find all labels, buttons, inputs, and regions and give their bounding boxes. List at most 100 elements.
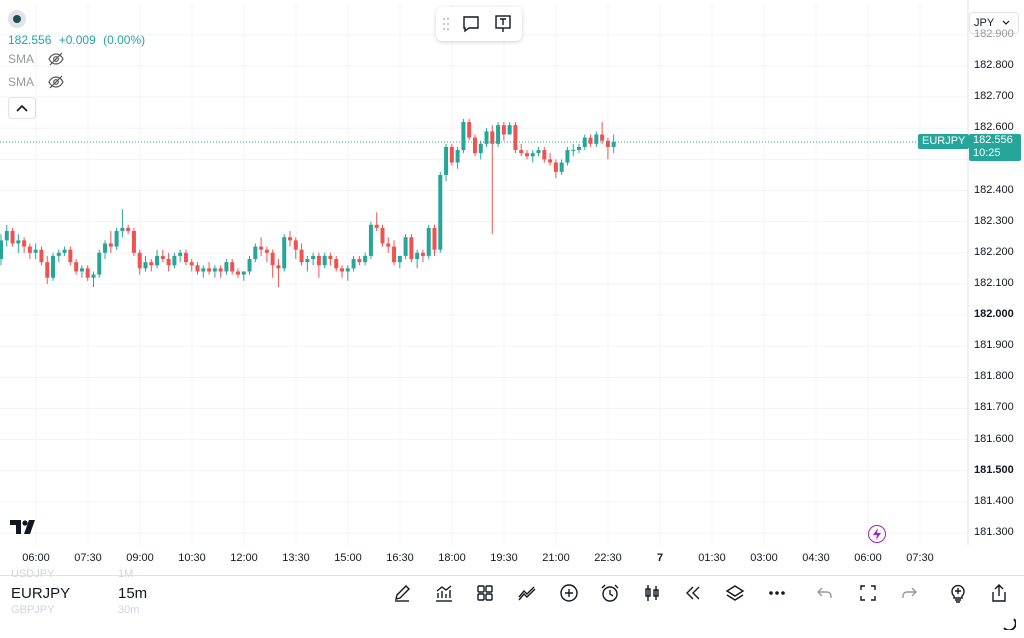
compare-button[interactable] [514, 580, 540, 606]
candle [172, 252, 177, 269]
time-axis-label: 7 [656, 552, 664, 564]
chart-type-button[interactable] [639, 580, 665, 606]
time-axis-label: 16:30 [386, 552, 414, 564]
candles-icon [645, 585, 659, 601]
last-price-symbol-tag: EURJPY [918, 134, 970, 149]
draw-button[interactable] [389, 580, 415, 606]
candle-body [444, 146, 449, 175]
object-tree-button[interactable] [722, 580, 748, 606]
currency-select[interactable]: JPY [969, 12, 1019, 34]
time-axis-label: 13:30 [282, 552, 310, 564]
symbol-selector[interactable]: EURJPY [11, 585, 71, 602]
candle [230, 259, 235, 275]
redo-button[interactable] [896, 580, 922, 606]
indicator-row-sma-1[interactable]: SMA [8, 52, 64, 66]
eye-off-icon[interactable] [48, 75, 64, 89]
candle-body [351, 259, 356, 269]
candle-body [126, 227, 131, 232]
plus-circle-icon [560, 584, 578, 602]
candle-body [91, 274, 96, 278]
candle-body [270, 252, 275, 266]
legend-change: +0.009 [58, 33, 96, 47]
candle-body [201, 268, 206, 272]
candle [166, 252, 171, 272]
candle-body [553, 162, 558, 172]
candle-body [536, 150, 541, 154]
price-axis-label: 182.400 [974, 183, 1014, 196]
candle [149, 259, 154, 272]
alert-button[interactable] [597, 580, 623, 606]
bar-countdown: 10:25 [973, 147, 1001, 159]
layouts-button[interactable] [472, 580, 498, 606]
candle [345, 265, 350, 281]
candle-body [542, 150, 547, 160]
candle [449, 143, 454, 166]
candle-body [605, 140, 610, 147]
more-button[interactable] [764, 580, 790, 606]
candle-body [426, 227, 431, 256]
text-note-button[interactable] [492, 13, 514, 35]
candle-body [160, 255, 165, 260]
symbol-next[interactable]: GBPJPY [11, 604, 55, 616]
candle [97, 249, 102, 278]
comment-button[interactable] [460, 13, 482, 35]
candle [120, 209, 125, 238]
add-button[interactable] [556, 580, 582, 606]
candle [507, 122, 512, 135]
eye-off-icon[interactable] [48, 52, 64, 66]
candle [334, 255, 339, 272]
time-axis-label: 09:00 [126, 552, 154, 564]
candle-body [432, 227, 437, 250]
tradingview-logo-icon[interactable] [10, 520, 40, 534]
candle [10, 227, 15, 247]
indicator-row-sma-2[interactable]: SMA [8, 75, 64, 89]
timeframe-selector[interactable]: 15m [118, 585, 148, 602]
price-axis-label: 182.100 [974, 276, 1014, 289]
candle [605, 137, 610, 160]
candlestick-chart[interactable] [0, 0, 1024, 575]
redo-icon [902, 587, 917, 598]
price-axis-label: 181.900 [974, 339, 1014, 352]
candle [62, 246, 67, 256]
candle-body [131, 231, 136, 253]
fullscreen-button[interactable] [855, 580, 881, 606]
candle-body [33, 249, 38, 253]
candle-body [39, 249, 44, 263]
undo-button[interactable] [812, 580, 838, 606]
candle-body [114, 231, 119, 247]
candle [39, 246, 44, 266]
timeframe-next[interactable]: 30m [118, 604, 140, 616]
candle [45, 255, 50, 284]
candle [392, 240, 397, 266]
candle [51, 252, 56, 281]
candle [33, 243, 38, 260]
candle [322, 252, 327, 269]
candle [201, 265, 206, 278]
share-button[interactable] [986, 580, 1012, 606]
candle [207, 262, 212, 275]
candle-body [56, 252, 61, 256]
drag-handle-icon[interactable] [442, 17, 450, 31]
time-axis-label: 01:30 [698, 552, 726, 564]
collapse-legend-button[interactable] [8, 97, 36, 119]
candle-body [519, 150, 524, 154]
timeframe-prev[interactable]: 1M [118, 568, 134, 580]
candle [513, 122, 518, 154]
candle-body [316, 255, 321, 266]
lightning-icon[interactable] [868, 525, 886, 543]
loading-spinner-icon [1003, 618, 1016, 630]
ideas-button[interactable] [945, 580, 971, 606]
candle-body [143, 262, 148, 269]
chart-pane[interactable] [0, 0, 1024, 575]
indicators-button[interactable] [431, 580, 457, 606]
candle [536, 146, 541, 157]
price-axis-label: 182.200 [974, 245, 1014, 258]
candle [582, 134, 587, 151]
symbol-prev[interactable]: USDJPY [11, 568, 55, 580]
replay-button[interactable] [680, 580, 706, 606]
candle [316, 252, 321, 278]
candle-body [397, 255, 402, 263]
candle-body [253, 246, 258, 260]
candle [155, 249, 160, 269]
candle [426, 224, 431, 260]
